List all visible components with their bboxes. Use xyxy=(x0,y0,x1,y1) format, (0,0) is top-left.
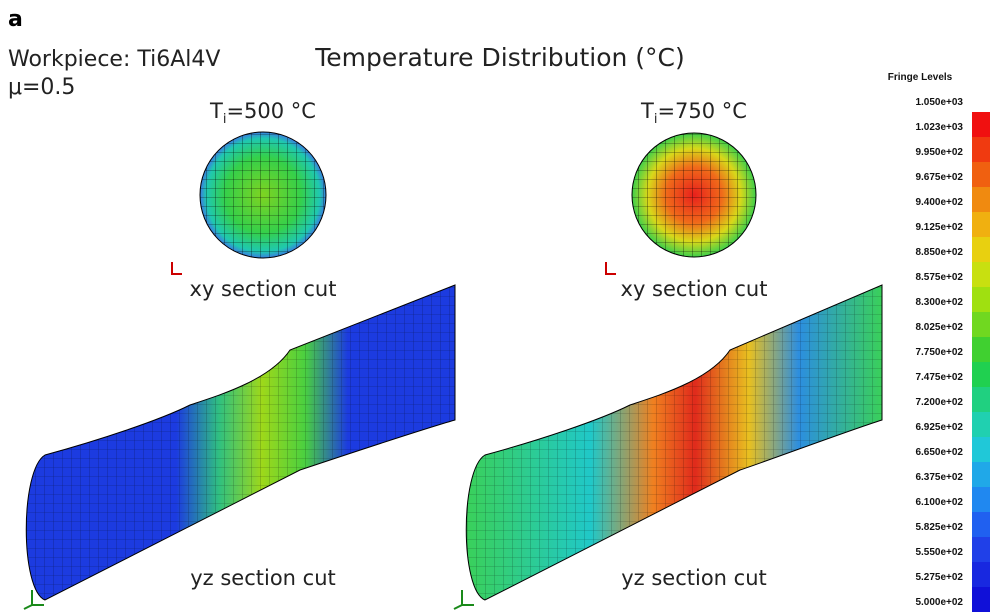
mesh xyxy=(26,285,455,600)
colorbar-segment xyxy=(972,462,990,487)
fringe-level: 8.300e+02 xyxy=(915,297,963,308)
colorbar-segment xyxy=(972,387,990,412)
colorbar-segment xyxy=(972,587,990,612)
yz-label: yz section cut xyxy=(621,566,767,590)
colorbar-segment xyxy=(972,287,990,312)
fringe-level: 5.550e+02 xyxy=(915,547,963,558)
friction: μ=0.5 xyxy=(8,75,75,100)
fringe-level: 9.125e+02 xyxy=(915,222,963,233)
colorbar-segment xyxy=(972,262,990,287)
colorbar-segment xyxy=(972,137,990,162)
fringe-level: 7.475e+02 xyxy=(915,372,963,383)
axis-icon xyxy=(454,590,474,609)
axis-icon xyxy=(172,262,182,274)
workpiece: Workpiece: Ti6Al4V xyxy=(8,47,220,72)
colorbar-segment xyxy=(972,487,990,512)
xy-label: xy section cut xyxy=(621,277,768,301)
colorbar-segment xyxy=(972,237,990,262)
legend-title: Fringe Levels xyxy=(888,72,953,83)
fringe-level: 6.650e+02 xyxy=(915,447,963,458)
mesh xyxy=(466,285,882,600)
fringe-level: 9.675e+02 xyxy=(915,172,963,183)
fringe-level: 1.023e+03 xyxy=(915,122,963,133)
fringe-level: 5.000e+02 xyxy=(915,597,963,608)
mesh xyxy=(632,133,756,257)
fringe-level: 9.950e+02 xyxy=(915,147,963,158)
colorbar-segment xyxy=(972,537,990,562)
colorbar-segment xyxy=(972,162,990,187)
title: Temperature Distribution (°C) xyxy=(314,43,685,72)
colorbar-segment xyxy=(972,337,990,362)
fringe-level: 6.100e+02 xyxy=(915,497,963,508)
fringe-level: 7.750e+02 xyxy=(915,347,963,358)
colorbar-segment xyxy=(972,112,990,137)
colorbar-segment xyxy=(972,212,990,237)
legend: 1.050e+03 1.023e+03 9.950e+02 9.675e+02 9.40… xyxy=(915,97,990,612)
yz-label: yz section cut xyxy=(190,566,336,590)
axis-icon xyxy=(606,262,616,274)
colorbar-segment xyxy=(972,512,990,537)
fringe-level: 8.025e+02 xyxy=(915,322,963,333)
colorbar-segment xyxy=(972,362,990,387)
mesh xyxy=(200,132,326,258)
colorbar-segment xyxy=(972,312,990,337)
xy-label: xy section cut xyxy=(190,277,337,301)
fringe-level: 1.050e+03 xyxy=(915,97,963,108)
panel-label: a xyxy=(8,7,23,32)
fringe-level: 6.375e+02 xyxy=(915,472,963,483)
fringe-level: 8.575e+02 xyxy=(915,272,963,283)
temp-label: Ti=500 °C xyxy=(209,99,316,127)
temp-label: Ti=750 °C xyxy=(640,99,747,127)
fringe-level: 8.850e+02 xyxy=(915,247,963,258)
figure: a Workpiece: Ti6Al4V μ=0.5 Temperature D… xyxy=(0,0,998,613)
fringe-level: 9.400e+02 xyxy=(915,197,963,208)
colorbar-segment xyxy=(972,562,990,587)
fringe-level: 5.825e+02 xyxy=(915,522,963,533)
fringe-level: 5.275e+02 xyxy=(915,572,963,583)
colorbar-segment xyxy=(972,437,990,462)
colorbar-segment xyxy=(972,187,990,212)
fringe-level: 6.925e+02 xyxy=(915,422,963,433)
colorbar-segment xyxy=(972,412,990,437)
fringe-level: 7.200e+02 xyxy=(915,397,963,408)
